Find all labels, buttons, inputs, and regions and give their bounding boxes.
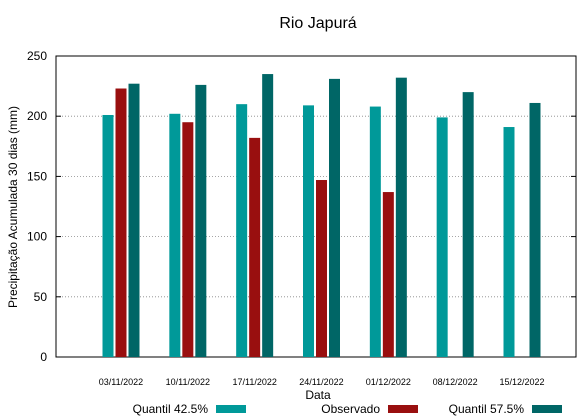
legend-label: Observado (321, 402, 380, 416)
legend-label: Quantil 57.5% (449, 402, 525, 416)
bar-2 (115, 88, 127, 358)
bars (102, 74, 541, 358)
bar-3 (128, 83, 140, 357)
legend-swatch (388, 405, 418, 413)
legend-swatch (216, 405, 246, 413)
bar-2 (249, 137, 261, 357)
x-tick-label: 15/12/2022 (499, 377, 544, 387)
bar-1 (303, 105, 314, 357)
bar-1 (236, 104, 248, 357)
legend: Quantil 42.5% Observado Quantil 57.5% (133, 402, 562, 416)
x-tick-label: 03/11/2022 (99, 377, 143, 387)
x-tick-label: 01/12/2022 (366, 377, 411, 387)
y-tick-label: 250 (27, 49, 47, 63)
y-tick-label: 150 (27, 169, 47, 183)
legend-label: Quantil 42.5% (133, 402, 209, 416)
bar-3 (329, 78, 340, 357)
bar-1 (102, 114, 114, 357)
bar-2 (382, 192, 394, 357)
x-tick-label: 10/11/2022 (166, 377, 210, 387)
bar-1 (369, 106, 381, 358)
bar-2 (316, 180, 327, 357)
x-tick-label: 24/11/2022 (299, 377, 343, 387)
bar-3 (529, 102, 541, 358)
chart-title: Rio Japurá (279, 15, 356, 32)
bar-3 (462, 92, 474, 358)
y-tick-label: 0 (40, 350, 47, 364)
bar-3 (395, 77, 407, 357)
y-axis-label: Precipitação Acumulada 30 dias (mm) (6, 106, 20, 308)
bar-3 (262, 74, 274, 357)
legend-swatch (532, 405, 562, 413)
bar-1 (436, 117, 448, 358)
y-tick-label: 50 (34, 290, 48, 304)
bar-1 (503, 127, 515, 357)
y-axis-ticks: 0 50 100 150 200 250 (27, 49, 576, 364)
bar-2 (182, 122, 194, 357)
y-tick-label: 100 (27, 230, 47, 244)
x-tick-label: 17/11/2022 (232, 377, 276, 387)
bar-1 (169, 113, 181, 358)
x-axis-ticks: 03/11/2022 10/11/2022 17/11/2022 24/11/2022… (99, 377, 545, 387)
x-axis-label: Data (305, 388, 331, 402)
bar-3 (195, 84, 207, 358)
y-tick-label: 200 (27, 109, 47, 123)
x-tick-label: 08/12/2022 (433, 377, 478, 387)
